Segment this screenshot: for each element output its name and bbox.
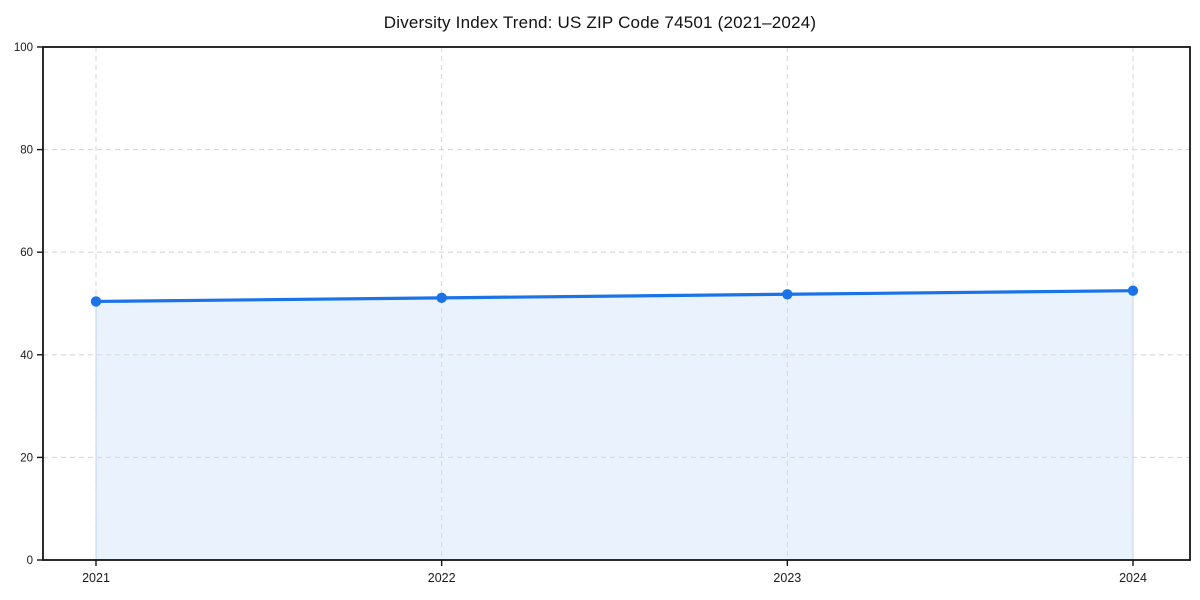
y-tick-label-100: 100 [14, 42, 33, 54]
area-fill-layer [95, 290, 1134, 561]
y-tick-label-60: 60 [20, 247, 33, 259]
data-point-2021 [90, 296, 102, 307]
axes-frame [42, 46, 1191, 561]
data-point-2022 [436, 292, 447, 304]
x-tick-label-2023: 2023 [773, 571, 801, 585]
x-tick-label-2022: 2022 [428, 571, 456, 585]
y-tick-label-0: 0 [27, 555, 33, 567]
y-tick-label-20: 20 [20, 452, 33, 464]
area-fill [95, 290, 1134, 561]
axes-frame-layer [42, 46, 1191, 561]
tick-layer [37, 46, 1134, 566]
trend-line [94, 289, 1135, 304]
data-point-2023 [782, 289, 793, 300]
y-tick-label-80: 80 [20, 145, 33, 157]
data-point-2024 [1127, 285, 1139, 296]
y-tick-label-40: 40 [20, 350, 33, 362]
chart-title: Diversity Index Trend: US ZIP Code 74501… [383, 13, 817, 32]
trend-line-layer [90, 285, 1139, 307]
tick-label-layer: 0 20 40 60 80 100 2021 2022 2023 2024 [14, 42, 1147, 585]
x-tick-label-2024: 2024 [1119, 571, 1147, 585]
x-tick-label-2021: 2021 [82, 571, 110, 585]
